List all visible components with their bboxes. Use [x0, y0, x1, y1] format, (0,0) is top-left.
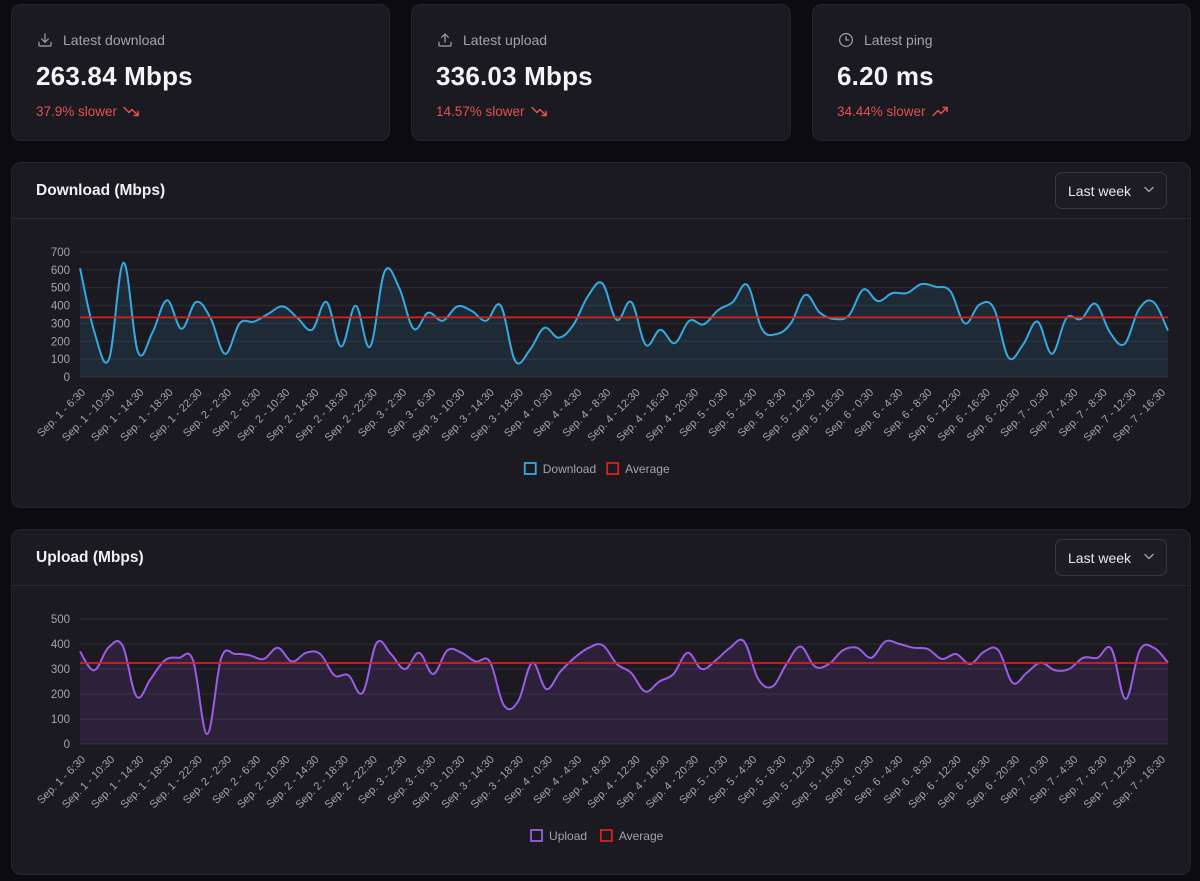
latest-ping-card: Latest ping 6.20 ms 34.44% slower	[812, 4, 1191, 141]
legend-label-series: Download	[543, 462, 596, 476]
stat-change-text: 14.57% slower	[436, 104, 525, 119]
stat-label: Latest download	[63, 32, 165, 48]
y-tick-label: 500	[51, 614, 70, 626]
stat-value: 6.20 ms	[837, 61, 934, 91]
legend-label-series: Upload	[549, 829, 587, 843]
panel-header: Download (Mbps) Last week	[12, 163, 1190, 219]
legend-label-average: Average	[619, 829, 664, 843]
legend-swatch-average	[606, 462, 620, 475]
series-area	[80, 639, 1168, 744]
y-tick-label: 200	[51, 336, 70, 348]
series-area	[80, 262, 1168, 377]
legend-label-average: Average	[625, 462, 670, 476]
y-tick-label: 500	[51, 283, 70, 295]
upload-chart-panel: Upload (Mbps) Last week 0 100 200 300 400 500…	[11, 529, 1191, 875]
panel-title: Download (Mbps)	[36, 182, 166, 199]
y-tick-label: 100	[51, 714, 70, 726]
latest-download-card: Latest download 263.84 Mbps 37.9% slower	[11, 4, 390, 141]
stat-change-text: 34.44% slower	[837, 104, 926, 119]
stat-change: 34.44% slower	[837, 104, 949, 119]
stat-value: 336.03 Mbps	[436, 61, 593, 91]
time-range-select[interactable]: Last week	[1055, 539, 1167, 576]
y-tick-label: 400	[51, 639, 70, 651]
upload-icon	[438, 33, 452, 47]
y-tick-label: 300	[51, 318, 70, 330]
legend-swatch-series	[523, 462, 537, 475]
stat-label: Latest ping	[864, 32, 933, 48]
latest-upload-card: Latest upload 336.03 Mbps 14.57% slower	[411, 4, 791, 141]
download-icon	[38, 33, 52, 47]
y-tick-label: 700	[51, 247, 70, 259]
trending-up-icon	[931, 106, 948, 117]
stat-change-text: 37.9% slower	[36, 104, 118, 119]
legend-swatch-series	[530, 829, 543, 842]
time-range-value: Last week	[1068, 549, 1132, 566]
panel-header: Upload (Mbps) Last week	[12, 530, 1190, 586]
y-tick-label: 100	[51, 354, 70, 366]
stat-header: Latest ping	[837, 31, 933, 49]
time-range-value: Last week	[1068, 182, 1132, 199]
stat-header: Latest download	[36, 31, 165, 49]
stat-label: Latest upload	[463, 32, 548, 48]
series-line	[79, 261, 1169, 365]
x-tick-label: Sep. 7 - 16:30	[1111, 387, 1168, 444]
x-tick-label: Sep. 7 - 16:30	[1111, 754, 1168, 811]
stat-value: 263.84 Mbps	[36, 61, 193, 91]
stat-header: Latest upload	[436, 31, 547, 49]
download-chart-panel: Download (Mbps) Last week 0 100 200 300 400 5…	[11, 162, 1191, 508]
legend-swatch-average	[599, 829, 613, 842]
stat-change: 37.9% slower	[36, 104, 140, 119]
y-tick-label: 600	[51, 265, 70, 277]
y-tick-label: 300	[51, 664, 70, 676]
y-tick-label: 400	[51, 301, 70, 313]
trending-down-icon	[530, 106, 547, 117]
y-tick-label: 0	[64, 739, 70, 751]
y-tick-label: 0	[64, 372, 70, 384]
time-range-select[interactable]: Last week	[1055, 172, 1167, 209]
stat-change: 14.57% slower	[436, 104, 548, 119]
chevron-down-icon	[1144, 553, 1154, 560]
chevron-down-icon	[1144, 186, 1154, 193]
trending-down-icon	[123, 106, 139, 117]
series-line	[79, 638, 1169, 736]
panel-title: Upload (Mbps)	[36, 549, 144, 566]
clock-icon	[839, 33, 853, 47]
y-tick-label: 200	[51, 689, 70, 701]
